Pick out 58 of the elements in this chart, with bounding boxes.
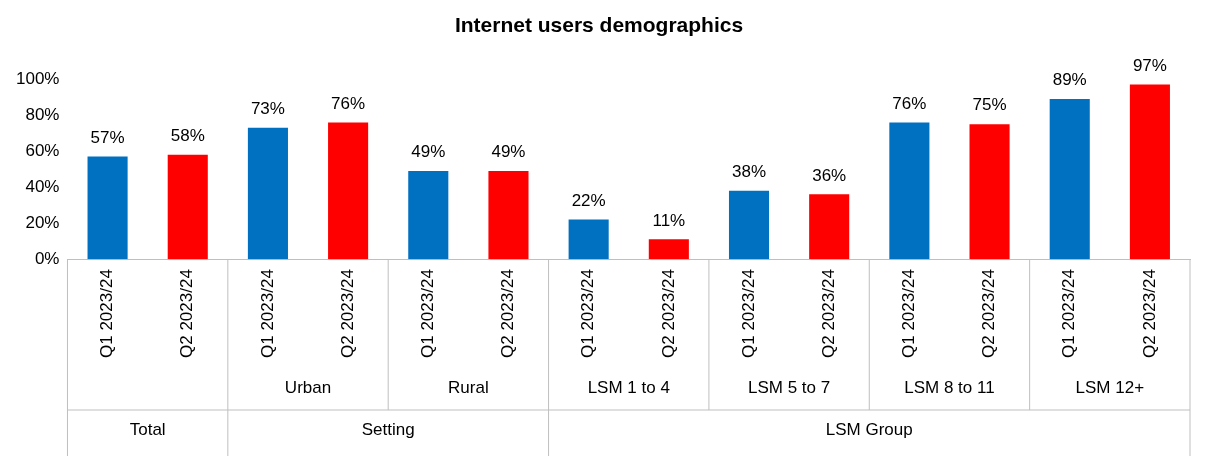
bar	[1129, 84, 1170, 260]
text: LSM 12+	[1075, 377, 1145, 397]
bar	[328, 122, 369, 260]
data-label: 76%	[892, 93, 927, 113]
data-label: 36%	[812, 165, 847, 185]
y-tick-label: 20%	[25, 212, 60, 232]
chart-title: Internet users demographics	[454, 13, 744, 37]
x-tick-label: Q1 2023/24	[417, 269, 437, 359]
y-tick-label: 0%	[34, 248, 60, 268]
x-tick-label: Q1 2023/24	[578, 269, 598, 359]
y-tick-label: 80%	[25, 104, 60, 124]
data-label: 75%	[972, 95, 1007, 115]
x-tick-label: Q1 2023/24	[257, 269, 277, 359]
y-tick-label: 40%	[25, 176, 60, 196]
bar	[809, 194, 850, 260]
x-tick-label: Q1 2023/24	[899, 269, 919, 359]
bar	[247, 127, 288, 260]
text: Total	[129, 419, 166, 439]
data-label: 76%	[331, 93, 366, 113]
bar	[488, 170, 529, 260]
text: LSM 8 to 11	[904, 377, 995, 397]
data-label: 22%	[571, 190, 606, 210]
x-tick-label: Q1 2023/24	[1059, 269, 1079, 359]
bar	[728, 190, 770, 260]
x-tick-label: Q2 2023/24	[498, 269, 518, 359]
data-label: 89%	[1052, 70, 1087, 90]
bar	[969, 124, 1010, 260]
data-label: 73%	[250, 98, 285, 118]
data-label: 49%	[411, 142, 446, 162]
x-tick-label: Q2 2023/24	[979, 269, 999, 359]
text: LSM 1 to 4	[587, 377, 670, 397]
bar	[87, 156, 128, 260]
data-label: 49%	[491, 142, 526, 162]
y-tick-label: 100%	[16, 68, 60, 88]
data-label: 38%	[731, 161, 767, 181]
text: Rural	[448, 377, 489, 397]
y-tick-label: 60%	[25, 140, 60, 160]
text: Setting	[361, 419, 415, 439]
bar	[889, 122, 930, 260]
bar	[568, 219, 609, 260]
x-tick-label: Q2 2023/24	[177, 269, 197, 359]
data-label: 97%	[1132, 55, 1167, 75]
data-label: 57%	[90, 127, 125, 147]
bar	[648, 239, 689, 260]
x-tick-label: Q2 2023/24	[337, 269, 357, 359]
data-label: 11%	[652, 210, 686, 230]
x-tick-label: Q2 2023/24	[1139, 269, 1159, 359]
bar	[1049, 98, 1090, 260]
data-label: 58%	[170, 125, 205, 145]
x-tick-label: Q1 2023/24	[97, 269, 117, 359]
text: LSM Group	[825, 419, 913, 439]
text: LSM 5 to 7	[747, 377, 831, 397]
x-tick-label: Q2 2023/24	[818, 269, 838, 359]
text: Urban	[284, 377, 332, 397]
x-tick-label: Q1 2023/24	[738, 269, 758, 359]
bar	[167, 154, 208, 260]
x-tick-label: Q2 2023/24	[658, 269, 678, 359]
bar	[408, 170, 449, 260]
